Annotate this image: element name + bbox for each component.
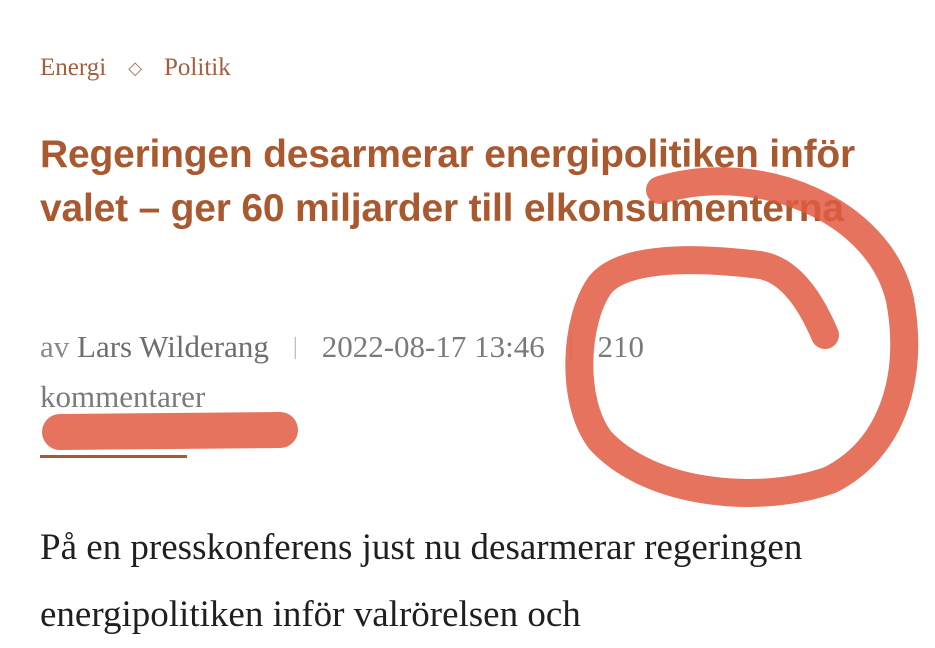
author-link[interactable]: Lars Wilderang: [77, 329, 269, 364]
timestamp: 2022-08-17 13:46: [321, 329, 545, 364]
article-title: Regeringen desarmerar energipolitiken in…: [40, 133, 855, 230]
category-link-energi[interactable]: Energi: [40, 54, 107, 81]
by-prefix: av: [40, 329, 70, 364]
divider: |: [568, 334, 574, 360]
article-meta: av Lars Wilderang | 2022-08-17 13:46 | 210 k…: [40, 322, 800, 421]
category-link-politik[interactable]: Politik: [164, 54, 231, 81]
divider: |: [292, 334, 298, 360]
highlight-stroke: [42, 412, 298, 450]
title-underline: [40, 455, 187, 458]
article-body: På en presskonferens just nu desarmerar …: [40, 527, 803, 635]
diamond-separator-icon: ◇: [128, 57, 143, 78]
breadcrumb: Energi ◇ Politik: [40, 54, 231, 82]
